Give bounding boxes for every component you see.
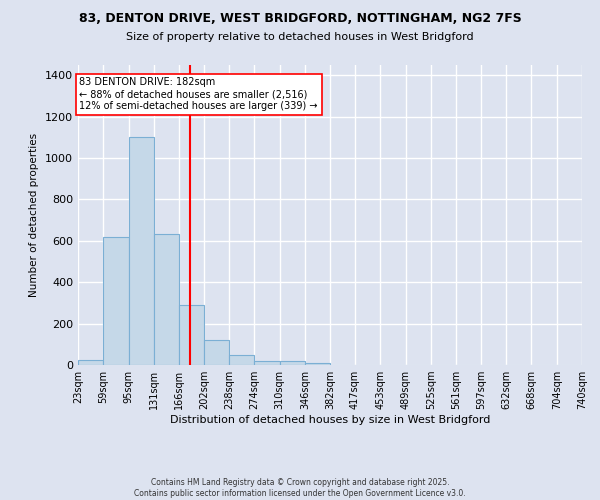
Text: 83, DENTON DRIVE, WEST BRIDGFORD, NOTTINGHAM, NG2 7FS: 83, DENTON DRIVE, WEST BRIDGFORD, NOTTIN… [79,12,521,26]
Bar [179,305,204,365]
Y-axis label: Number of detached properties: Number of detached properties [29,133,40,297]
Bar [154,234,179,365]
Bar [204,340,229,365]
Bar [305,362,331,365]
Text: 83 DENTON DRIVE: 182sqm
← 88% of detached houses are smaller (2,516)
12% of semi: 83 DENTON DRIVE: 182sqm ← 88% of detache… [79,78,318,110]
Bar [128,138,154,365]
Bar [103,236,128,365]
Bar [229,354,254,365]
Bar [78,360,103,365]
Text: Size of property relative to detached houses in West Bridgford: Size of property relative to detached ho… [126,32,474,42]
Bar [254,361,280,365]
Text: Contains HM Land Registry data © Crown copyright and database right 2025.
Contai: Contains HM Land Registry data © Crown c… [134,478,466,498]
X-axis label: Distribution of detached houses by size in West Bridgford: Distribution of detached houses by size … [170,415,490,425]
Bar [280,362,305,365]
